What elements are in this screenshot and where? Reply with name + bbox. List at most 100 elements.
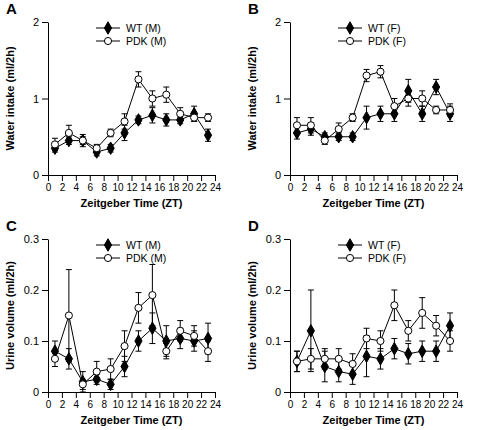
marker xyxy=(377,337,384,344)
x-tick: 2 xyxy=(302,175,308,193)
x-tick-label: 24 xyxy=(210,182,222,193)
x-tick: 4 xyxy=(316,175,322,193)
y-tick: 0 xyxy=(275,386,290,398)
x-axis-title: Zeitgeber Time (ZT) xyxy=(323,197,425,209)
marker xyxy=(135,304,142,311)
legend-label: WT (F) xyxy=(368,239,400,251)
x-tick-mark xyxy=(62,175,63,181)
error-bar xyxy=(205,114,211,122)
marker xyxy=(307,122,314,129)
marker xyxy=(391,302,398,309)
error-cap xyxy=(122,376,128,377)
x-tick: 8 xyxy=(343,175,349,193)
legend: WT (M)PDK (M) xyxy=(96,239,166,264)
y-tick-mark xyxy=(284,99,290,100)
x-tick: 14 xyxy=(382,175,394,193)
error-cap xyxy=(447,121,453,122)
x-tick-mark xyxy=(332,392,333,398)
x-tick-label: 10 xyxy=(355,399,367,410)
x-tick-mark xyxy=(332,175,333,181)
x-tick-label: 12 xyxy=(126,399,138,410)
x-tick-mark xyxy=(145,392,146,398)
x-tick-mark xyxy=(374,392,375,398)
series-line xyxy=(55,328,208,384)
marker xyxy=(433,322,440,329)
x-tick-label: 0 xyxy=(288,182,294,193)
marker xyxy=(204,348,211,355)
marker xyxy=(93,145,100,152)
y-tick-mark xyxy=(42,290,48,291)
y-tick-label: 0 xyxy=(275,386,281,398)
x-tick-label: 6 xyxy=(87,399,93,410)
x-tick-mark xyxy=(457,392,458,398)
error-cap xyxy=(294,351,300,352)
x-tick: 20 xyxy=(182,175,194,193)
x-tick: 20 xyxy=(424,392,436,410)
marker xyxy=(204,129,211,141)
x-tick-mark xyxy=(132,175,133,181)
marker xyxy=(391,103,398,110)
marker xyxy=(307,355,314,362)
x-tick-label: 20 xyxy=(182,399,194,410)
error-cap xyxy=(377,65,383,66)
plot-area xyxy=(293,66,453,145)
legend-label: PDK (M) xyxy=(126,252,166,264)
panel: A024681012141618202224012Zeitgeber Time … xyxy=(4,0,221,209)
y-tick: 0.3 xyxy=(24,233,48,245)
x-tick-mark xyxy=(318,392,319,398)
marker xyxy=(335,126,342,133)
x-tick-label: 2 xyxy=(60,399,66,410)
error-cap xyxy=(149,122,155,123)
error-cap xyxy=(336,348,342,349)
y-tick-mark xyxy=(284,392,290,393)
error-cap xyxy=(433,315,439,316)
x-tick-mark xyxy=(201,392,202,398)
x-tick-label: 18 xyxy=(168,182,180,193)
error-cap xyxy=(205,361,211,362)
legend-label: WT (M) xyxy=(126,239,161,251)
x-tick-label: 18 xyxy=(410,182,422,193)
error-bar xyxy=(66,270,72,362)
x-tick-label: 22 xyxy=(438,399,450,410)
marker xyxy=(433,106,440,113)
error-cap xyxy=(66,269,72,270)
x-tick-label: 14 xyxy=(140,399,152,410)
series-line xyxy=(55,79,208,148)
marker xyxy=(405,348,412,360)
error-cap xyxy=(419,361,425,362)
marker xyxy=(65,129,72,136)
error-cap xyxy=(447,351,453,352)
y-tick-label: 2 xyxy=(275,16,281,28)
legend-label: PDK (F) xyxy=(368,252,406,264)
error-cap xyxy=(419,106,425,107)
x-tick-label: 4 xyxy=(74,399,80,410)
marker xyxy=(204,114,211,121)
x-tick-label: 22 xyxy=(196,182,208,193)
error-bar xyxy=(163,114,169,126)
y-tick-label: 2 xyxy=(33,16,39,28)
x-tick-label: 4 xyxy=(74,182,80,193)
error-cap xyxy=(52,341,58,342)
x-tick: 22 xyxy=(438,175,450,193)
marker xyxy=(163,348,170,355)
x-tick-label: 14 xyxy=(382,182,394,193)
x-tick-label: 24 xyxy=(452,182,464,193)
error-cap xyxy=(405,363,411,364)
x-tick-label: 12 xyxy=(368,182,380,193)
y-tick-label: 0.2 xyxy=(266,284,281,296)
error-cap xyxy=(308,117,314,118)
x-tick: 10 xyxy=(355,175,367,193)
panel: C02468101214161820222400.10.20.3Zeitgebe… xyxy=(4,217,221,426)
y-tick-mark xyxy=(42,22,48,23)
x-axis: 024681012141618202224 xyxy=(46,392,222,410)
series-line xyxy=(297,72,450,141)
marker xyxy=(419,345,426,357)
error-cap xyxy=(191,106,197,107)
panel-label: B xyxy=(248,0,259,17)
y-axis: 00.10.20.3 xyxy=(24,233,49,398)
error-bar xyxy=(94,144,100,152)
error-cap xyxy=(122,140,128,141)
marker xyxy=(149,109,156,121)
error-cap xyxy=(149,106,155,107)
error-bar xyxy=(419,106,425,121)
